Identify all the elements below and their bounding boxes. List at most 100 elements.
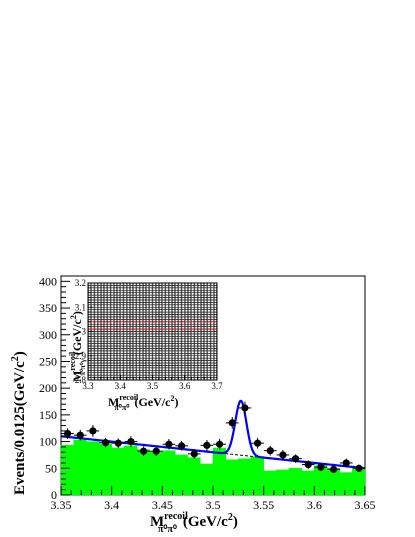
histogram-bar bbox=[174, 454, 188, 496]
data-point bbox=[279, 451, 287, 459]
histogram-bar bbox=[288, 468, 302, 496]
data-point bbox=[241, 404, 249, 412]
histogram-bar bbox=[301, 470, 315, 496]
histogram-bar bbox=[263, 470, 277, 496]
y-tick-label: 300 bbox=[39, 328, 57, 342]
x-axis-title: Mrecoil π⁰π⁰ (GeV/c2) bbox=[150, 511, 238, 535]
x-tick-labels: 3.35 3.4 3.45 3.5 3.55 3.6 3.65 bbox=[51, 498, 376, 512]
inset-x-title-main: M bbox=[108, 395, 119, 409]
data-point bbox=[355, 464, 363, 472]
main-plot: 3.35 3.4 3.45 3.5 3.55 3.6 3.65 0 50 100 150 200 25… bbox=[39, 274, 376, 512]
x-tick-label: 3.55 bbox=[253, 498, 274, 512]
data-point bbox=[165, 440, 173, 448]
y-tick-label: 50 bbox=[45, 461, 57, 475]
total-fit-line bbox=[60, 399, 366, 470]
inset-y-tick-labels: 2.8 2.9 3 3.1 3.2 bbox=[75, 278, 87, 385]
data-point bbox=[89, 427, 97, 435]
data-point bbox=[190, 450, 198, 458]
histogram-bar bbox=[212, 447, 226, 496]
data-point bbox=[329, 465, 338, 473]
inset-x-tick-label: 3.5 bbox=[147, 381, 159, 391]
y-tick-label: 400 bbox=[39, 274, 57, 288]
y-tick-label: 350 bbox=[39, 301, 57, 315]
y-tick-label: 250 bbox=[39, 354, 57, 368]
y-axis-title-end: ) bbox=[12, 351, 28, 356]
x-tick-label: 3.6 bbox=[307, 498, 322, 512]
inset-x-title-unit-end: ) bbox=[174, 395, 178, 409]
data-point bbox=[253, 439, 262, 447]
data-point bbox=[228, 419, 236, 427]
histogram-bar bbox=[149, 452, 163, 496]
inset-x-title-sup: recoil bbox=[119, 393, 139, 402]
inset-y-title-unit-end: ) bbox=[70, 311, 84, 315]
histogram-bar bbox=[276, 469, 290, 496]
sideband-histogram bbox=[60, 439, 366, 496]
inset-y-title-unit: (GeV/c bbox=[70, 319, 84, 356]
data-points bbox=[61, 401, 366, 474]
histogram-bar bbox=[250, 456, 264, 496]
x-axis-title-sup: recoil bbox=[164, 511, 188, 522]
inset-axis-ticks bbox=[87, 282, 218, 381]
data-point bbox=[76, 431, 84, 439]
data-point bbox=[266, 447, 274, 455]
inset-y-tick-label: 3.1 bbox=[75, 302, 86, 312]
y-axis-title-sup: 2 bbox=[10, 356, 21, 361]
inset-y-tick-label: 3.2 bbox=[75, 278, 86, 288]
histogram-bar bbox=[73, 439, 87, 496]
histogram-bar bbox=[238, 458, 252, 496]
histogram-bar bbox=[352, 469, 366, 496]
x-axis-title-unit: (GeV/c bbox=[183, 514, 228, 530]
histogram-bar bbox=[60, 445, 74, 496]
inset-y-title-sub: π⁰π⁰γ bbox=[79, 358, 87, 375]
x-tick-label: 3.35 bbox=[51, 498, 72, 512]
y-tick-label: 150 bbox=[39, 408, 57, 422]
data-point bbox=[152, 447, 160, 455]
inset-x-tick-label: 3.4 bbox=[115, 381, 127, 391]
inset-plot: 3.3 3.4 3.5 3.6 3.7 2.8 2.9 3 3.1 3.2 bbox=[75, 278, 223, 391]
inset-x-title-unit: (GeV/c bbox=[134, 395, 171, 409]
inset-y-tick-label: 2.8 bbox=[75, 375, 87, 385]
inset-y-tick-label: 2.9 bbox=[75, 351, 87, 361]
x-tick-label: 3.5 bbox=[206, 498, 221, 512]
inset-x-tick-label: 3.6 bbox=[179, 381, 191, 391]
inset-x-title-unit-sup: 2 bbox=[170, 394, 174, 403]
x-axis-title-unit-sup: 2 bbox=[228, 512, 233, 523]
x-tick-label: 3.65 bbox=[355, 498, 376, 512]
data-point bbox=[317, 463, 325, 471]
inset-y-title-main: M bbox=[70, 371, 84, 382]
y-tick-label: 200 bbox=[39, 381, 57, 395]
inset-background bbox=[87, 282, 218, 381]
y-axis-title-main: Events/0.0125(GeV/c bbox=[12, 361, 28, 495]
x-tick-label: 3.45 bbox=[152, 498, 173, 512]
histogram-bar bbox=[86, 441, 100, 496]
y-tick-label: 100 bbox=[39, 435, 57, 449]
data-point bbox=[139, 447, 148, 455]
main-axis-ticks bbox=[60, 275, 366, 496]
inset-x-tick-label: 3.7 bbox=[211, 381, 223, 391]
data-point bbox=[304, 460, 312, 469]
histogram-bar bbox=[339, 472, 353, 496]
inset-markers bbox=[88, 282, 217, 381]
histogram-bar bbox=[124, 445, 138, 496]
histogram-bar bbox=[200, 463, 214, 496]
inset-x-tick-label: 3.3 bbox=[82, 381, 94, 391]
histogram-bar bbox=[111, 447, 125, 496]
data-point bbox=[101, 439, 110, 447]
inset-y-title-unit-sup: 2 bbox=[69, 315, 78, 319]
inset-y-title-sup: recoil bbox=[68, 351, 77, 371]
data-point bbox=[291, 455, 300, 463]
data-point bbox=[127, 437, 135, 446]
histogram-bar bbox=[98, 443, 112, 496]
data-point bbox=[203, 441, 211, 449]
histogram-bar bbox=[187, 457, 201, 496]
histogram-bar bbox=[225, 459, 239, 496]
x-axis-title-unit-end: ) bbox=[233, 514, 238, 530]
data-point bbox=[177, 442, 186, 450]
inset-x-title-sub: π⁰π⁰ bbox=[114, 403, 130, 412]
data-point bbox=[342, 459, 350, 467]
data-point bbox=[63, 429, 72, 438]
inset-x-tick-labels: 3.3 3.4 3.5 3.6 3.7 bbox=[82, 381, 223, 391]
histogram-bar bbox=[162, 450, 176, 496]
x-axis-title-sub: π⁰π⁰ bbox=[158, 524, 177, 535]
